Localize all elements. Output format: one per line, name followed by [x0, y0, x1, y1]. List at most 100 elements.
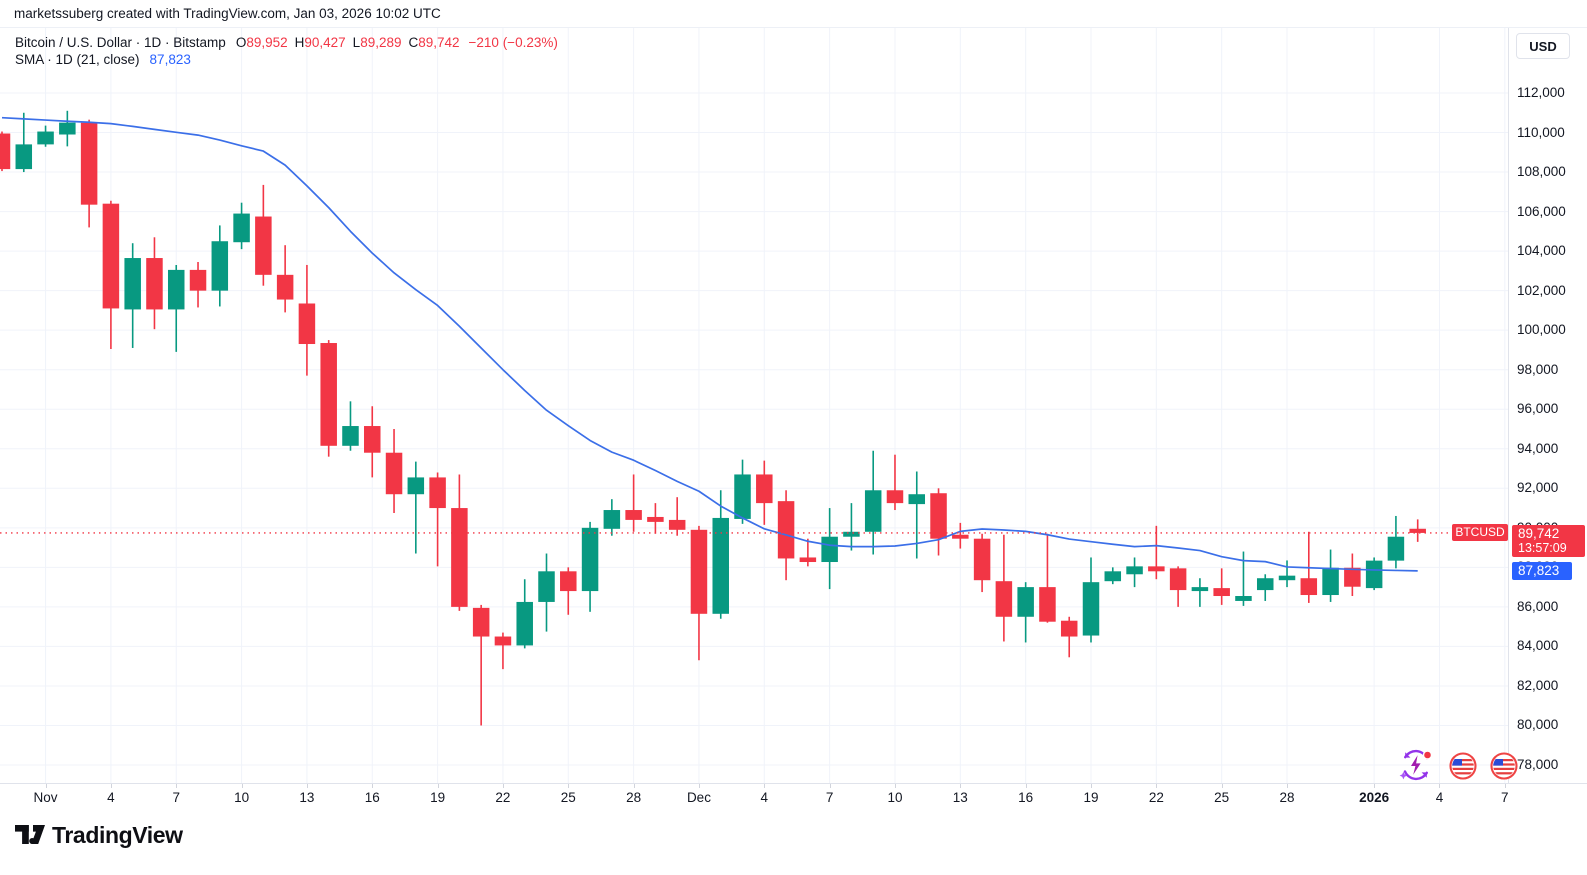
time-axis-label: 19 — [1083, 790, 1099, 805]
indicator-title: SMA · 1D (21, close) — [15, 52, 140, 67]
price-axis-label: 106,000 — [1517, 203, 1566, 219]
price-axis[interactable]: USD 112,000 110,000 108,000 106,000 104,000 1… — [1508, 28, 1587, 783]
candle-body-Dec 19 — [1082, 582, 1100, 636]
time-axis-label: 13 — [299, 790, 315, 805]
economic-event-flag-2[interactable] — [1490, 752, 1518, 785]
candle-body-Jan 1 — [1365, 560, 1383, 589]
time-axis-label: 7 — [825, 790, 834, 805]
time-axis-tick — [1025, 784, 1027, 788]
candle-body-Nov 20 — [451, 508, 468, 607]
candle-body-Nov 3 — [80, 122, 98, 205]
footer: TradingView — [0, 813, 1587, 875]
symbol-legend-row[interactable]: Bitcoin / U.S. Dollar · 1D · Bitstamp O8… — [15, 34, 558, 51]
candle-body-Nov 12 — [276, 274, 294, 300]
time-axis-label: 2026 — [1359, 790, 1390, 805]
sma-line — [1, 116, 1418, 572]
time-axis-tick — [1091, 784, 1092, 788]
chart-canvas[interactable] — [0, 28, 1587, 783]
ohlc-close: C89,742 — [408, 35, 460, 50]
ohlc-high: H90,427 — [294, 35, 346, 50]
candle-body-Dec 31 — [1344, 567, 1361, 587]
candle-body-Nov 1 — [37, 131, 54, 145]
auto-refresh-icon[interactable] — [1398, 747, 1434, 788]
candle-body-Dec 18 — [1060, 620, 1078, 637]
price-axis-label: 80,000 — [1517, 717, 1559, 733]
price-axis-label: 86,000 — [1517, 598, 1559, 614]
time-axis-tick — [241, 784, 243, 788]
sma-value-badge: 87,823 — [1512, 561, 1572, 580]
time-axis-label: Dec — [686, 790, 711, 805]
time-axis-tick — [110, 784, 112, 788]
change-value: −210 (−0.23%) — [468, 35, 558, 50]
candle-body-Dec 7 — [821, 536, 838, 563]
time-axis-label: 7 — [172, 790, 180, 805]
candle-body-Nov 5 — [124, 258, 141, 310]
current-price-value: 89,742 — [1518, 525, 1560, 541]
symbol-price-label-badge: BTCUSD — [1452, 524, 1508, 542]
economic-event-flag-1[interactable] — [1449, 752, 1477, 785]
time-axis-tick — [1374, 784, 1376, 788]
candle-body-Nov 25 — [560, 571, 577, 592]
candle-body-Nov 22 — [494, 636, 512, 646]
time-axis-label: 16 — [364, 790, 380, 805]
candle-body-Nov 6 — [146, 258, 163, 310]
time-axis-tick — [176, 784, 178, 788]
time-axis-label: 25 — [560, 790, 576, 805]
candle-body-Nov 19 — [429, 477, 446, 509]
time-axis-tick — [1221, 784, 1223, 788]
price-axis-label: 104,000 — [1517, 243, 1566, 259]
candle-body-Nov 10 — [233, 213, 250, 243]
candle-body-Oct 31 — [15, 144, 33, 170]
price-axis-label: 100,000 — [1517, 322, 1566, 338]
candle-body-Nov 30 — [668, 519, 686, 530]
time-axis-label: 28 — [1279, 790, 1295, 805]
indicator-legend-row[interactable]: SMA · 1D (21, close) 87,823 — [15, 51, 558, 68]
candle-body-Dec 5 — [777, 501, 795, 559]
candle-body-Nov 2 — [59, 122, 76, 135]
time-axis-tick — [1287, 784, 1289, 788]
candle-body-Nov 16 — [364, 426, 381, 453]
candle-body-Dec 29 — [1300, 578, 1318, 596]
candle-body-Dec 4 — [756, 474, 773, 504]
price-axis-label: 82,000 — [1517, 677, 1559, 693]
time-axis-label: 10 — [887, 790, 903, 805]
currency-toggle-button[interactable]: USD — [1516, 33, 1570, 59]
candle-body-Nov 21 — [472, 607, 490, 637]
chart-legend: Bitcoin / U.S. Dollar · 1D · Bitstamp O8… — [15, 34, 558, 68]
price-axis-label: 110,000 — [1517, 124, 1565, 140]
time-axis-label: 16 — [1018, 790, 1034, 805]
time-axis-tick — [829, 784, 831, 788]
candle-body-Nov 27 — [603, 510, 621, 529]
time-axis-label: 19 — [430, 790, 446, 805]
tradingview-logo-icon — [15, 825, 45, 844]
candle-body-Nov 11 — [255, 216, 272, 275]
candle-body-Nov 8 — [189, 269, 207, 291]
candle-body-Dec 13 — [952, 534, 969, 539]
time-axis-label: 10 — [234, 790, 250, 805]
time-axis-label: 4 — [1435, 790, 1444, 805]
candle-body-Dec 28 — [1278, 575, 1296, 581]
candle-body-Nov 13 — [298, 303, 316, 345]
time-axis[interactable]: Nov 4 7 10 13 16 19 22 25 28 Dec 4 7 10 13 16 19 22 25 28 20… — [0, 783, 1587, 813]
attribution-text: marketssuberg created with TradingView.c… — [0, 0, 1587, 28]
candle-body-Dec 20 — [1104, 571, 1122, 582]
candle-body-Dec 23 — [1169, 568, 1187, 591]
price-axis-label: 112,000 — [1517, 85, 1565, 100]
time-axis-tick — [633, 784, 635, 788]
candle-body-Dec 10 — [886, 490, 904, 504]
candle-body-Nov 26 — [581, 527, 599, 592]
us-flag-event-icon — [1490, 752, 1518, 780]
time-axis-label: 4 — [760, 790, 769, 805]
tradingview-logo[interactable]: TradingView — [15, 822, 183, 849]
candle-body-Dec 11 — [908, 494, 926, 505]
time-axis-tick — [764, 784, 766, 788]
time-axis-label: 13 — [952, 790, 968, 805]
time-axis-label: 28 — [626, 790, 642, 805]
candle-body-Dec 25 — [1213, 588, 1230, 597]
candle-body-Dec 15 — [995, 581, 1013, 617]
candle-body-Dec 12 — [930, 493, 947, 539]
time-axis-tick — [1439, 784, 1441, 788]
candle-body-Nov 15 — [342, 426, 359, 446]
time-axis-tick — [698, 784, 700, 788]
price-axis-label: 102,000 — [1517, 282, 1566, 298]
